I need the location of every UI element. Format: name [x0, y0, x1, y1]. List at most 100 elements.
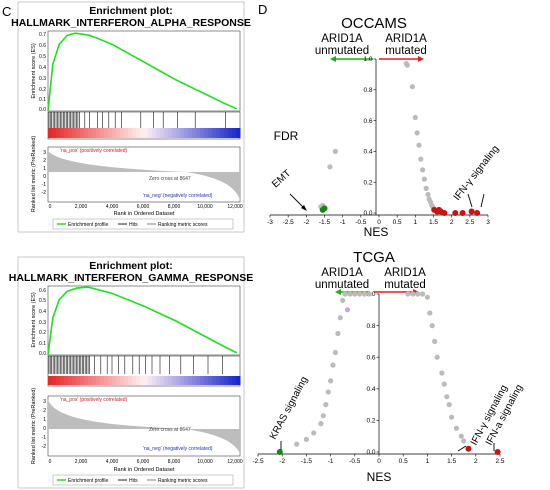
- heat-cell: [116, 128, 121, 138]
- heat-cell: [224, 376, 229, 385]
- heat-cell: [216, 128, 221, 138]
- x-tick-label: 1: [414, 219, 418, 226]
- arrow-left-green-head: [335, 289, 341, 295]
- point-nonsignificant: [410, 291, 416, 297]
- gsea-alpha-zero-cross: Zero cross at 8647: [149, 176, 191, 182]
- heat-cell: [92, 376, 97, 385]
- point-nonsignificant: [330, 362, 336, 368]
- es-tick: 0.6: [39, 288, 46, 294]
- heat-cell: [132, 376, 137, 385]
- point-nonsignificant: [449, 414, 455, 420]
- occams-annotation-emt: EMT: [270, 168, 293, 190]
- heat-cell: [220, 128, 225, 138]
- heat-cell: [104, 376, 109, 385]
- heat-cell: [112, 128, 117, 138]
- heat-cell: [96, 128, 101, 138]
- x-tick-label: 1.5: [447, 458, 456, 465]
- gsea-alpha-metric-ylabel: Ranked list metric (PreRanked): [31, 136, 37, 213]
- point-nonsignificant: [418, 156, 424, 162]
- x-tick-label: 2: [474, 458, 478, 465]
- gsea-gamma-pos-label: 'na_pos' (positively correlated): [60, 397, 128, 403]
- gsea-gamma-zero-cross: Zero cross at 8647: [149, 427, 191, 433]
- x-tick-label: -3: [267, 219, 273, 226]
- heat-cell: [152, 376, 157, 385]
- x-tick: 4,000: [106, 459, 119, 465]
- point-nonsignificant: [441, 381, 447, 387]
- heat-cell: [48, 128, 53, 138]
- heat-cell: [208, 376, 213, 385]
- point-nonsignificant: [340, 297, 346, 303]
- point-nonsignificant: [427, 310, 433, 316]
- point-nonsignificant: [404, 62, 410, 68]
- gsea-alpha-heatbar: [48, 128, 241, 138]
- legend-label-metric: Ranking metric scores: [158, 478, 208, 484]
- heat-cell: [204, 376, 209, 385]
- es-tick: 0.3: [39, 320, 46, 326]
- heat-cell: [168, 128, 173, 138]
- heat-cell: [48, 376, 53, 385]
- heat-cell: [176, 376, 181, 385]
- tcga-y-ticks: 0.00.20.40.60.81.0: [366, 291, 379, 456]
- gsea-gamma-xlabel: Rank in Ordered Dataset: [114, 467, 175, 473]
- heat-cell: [56, 128, 61, 138]
- gsea-alpha-xlabel: Rank in Ordered Dataset: [114, 211, 175, 217]
- point-nonsignificant: [328, 378, 334, 384]
- gsea-alpha-metric-ticks: 3 2 1 0 -1 -2: [42, 150, 47, 196]
- heat-cell: [132, 128, 137, 138]
- heat-cell: [196, 376, 201, 385]
- point-nonsignificant: [453, 425, 459, 431]
- heat-cell: [172, 128, 177, 138]
- heat-cell: [108, 128, 113, 138]
- heat-cell: [144, 376, 149, 385]
- point-enriched-mutated: [459, 210, 466, 216]
- y-tick-label: 0.4: [363, 149, 372, 156]
- x-tick-label: -0.5: [355, 219, 367, 226]
- point-enriched-unmutated: [276, 449, 283, 455]
- point-nonsignificant: [423, 185, 429, 191]
- es-tick: 0.4: [39, 309, 46, 315]
- es-tick: 0.5: [39, 298, 46, 304]
- heat-cell: [220, 376, 225, 385]
- x-tick-label: -2: [303, 219, 309, 226]
- heat-cell: [136, 376, 141, 385]
- x-tick: 0: [49, 459, 52, 465]
- heat-cell: [60, 376, 65, 385]
- point-nonsignificant: [415, 291, 421, 297]
- point-nonsignificant: [425, 191, 431, 198]
- gsea-gamma-es-ylabel: Enrichment score (ES): [31, 292, 37, 347]
- heat-cell: [152, 128, 157, 138]
- point-nonsignificant: [323, 402, 329, 408]
- point-nonsignificant: [366, 291, 372, 297]
- x-tick-label: 3: [486, 219, 490, 226]
- x-tick-label: 0.5: [399, 458, 408, 465]
- metric-tick: -1: [42, 435, 47, 441]
- gsea-alpha-es-frame: [47, 30, 241, 112]
- tcga-points: [276, 291, 501, 455]
- metric-tick: 0: [43, 174, 46, 180]
- x-tick: 6,000: [137, 204, 150, 210]
- panel-label-c: C: [2, 4, 11, 19]
- tcga-annotation-kras: KRAS signaling: [268, 375, 310, 442]
- point-nonsignificant: [361, 291, 368, 297]
- point-nonsignificant: [458, 433, 464, 439]
- gsea-gamma-legend: [52, 474, 234, 486]
- point-nonsignificant: [332, 349, 338, 356]
- heat-cell: [52, 128, 57, 138]
- heat-cell: [116, 376, 121, 385]
- occams-title: OCCAMS: [341, 15, 407, 32]
- heat-cell: [184, 128, 189, 138]
- legend-label-hits: Hits: [129, 222, 138, 228]
- arrow-right-red-head: [418, 56, 424, 62]
- x-tick-label: -2: [279, 458, 285, 465]
- metric-tick: 3: [43, 150, 46, 156]
- es-tick: 0.1: [39, 341, 46, 347]
- gsea-alpha-panel: Enrichment plot: HALLMARK_INTERFERON_ALP…: [11, 1, 251, 233]
- heat-cell: [184, 376, 189, 385]
- heat-cell: [172, 376, 177, 385]
- heat-cell: [164, 128, 169, 138]
- x-tick-label: 2.5: [495, 458, 504, 465]
- legend-label-hits: Hits: [129, 478, 138, 484]
- heat-cell: [56, 376, 61, 385]
- panel-label-d: D: [258, 2, 267, 17]
- heat-cell: [156, 128, 161, 138]
